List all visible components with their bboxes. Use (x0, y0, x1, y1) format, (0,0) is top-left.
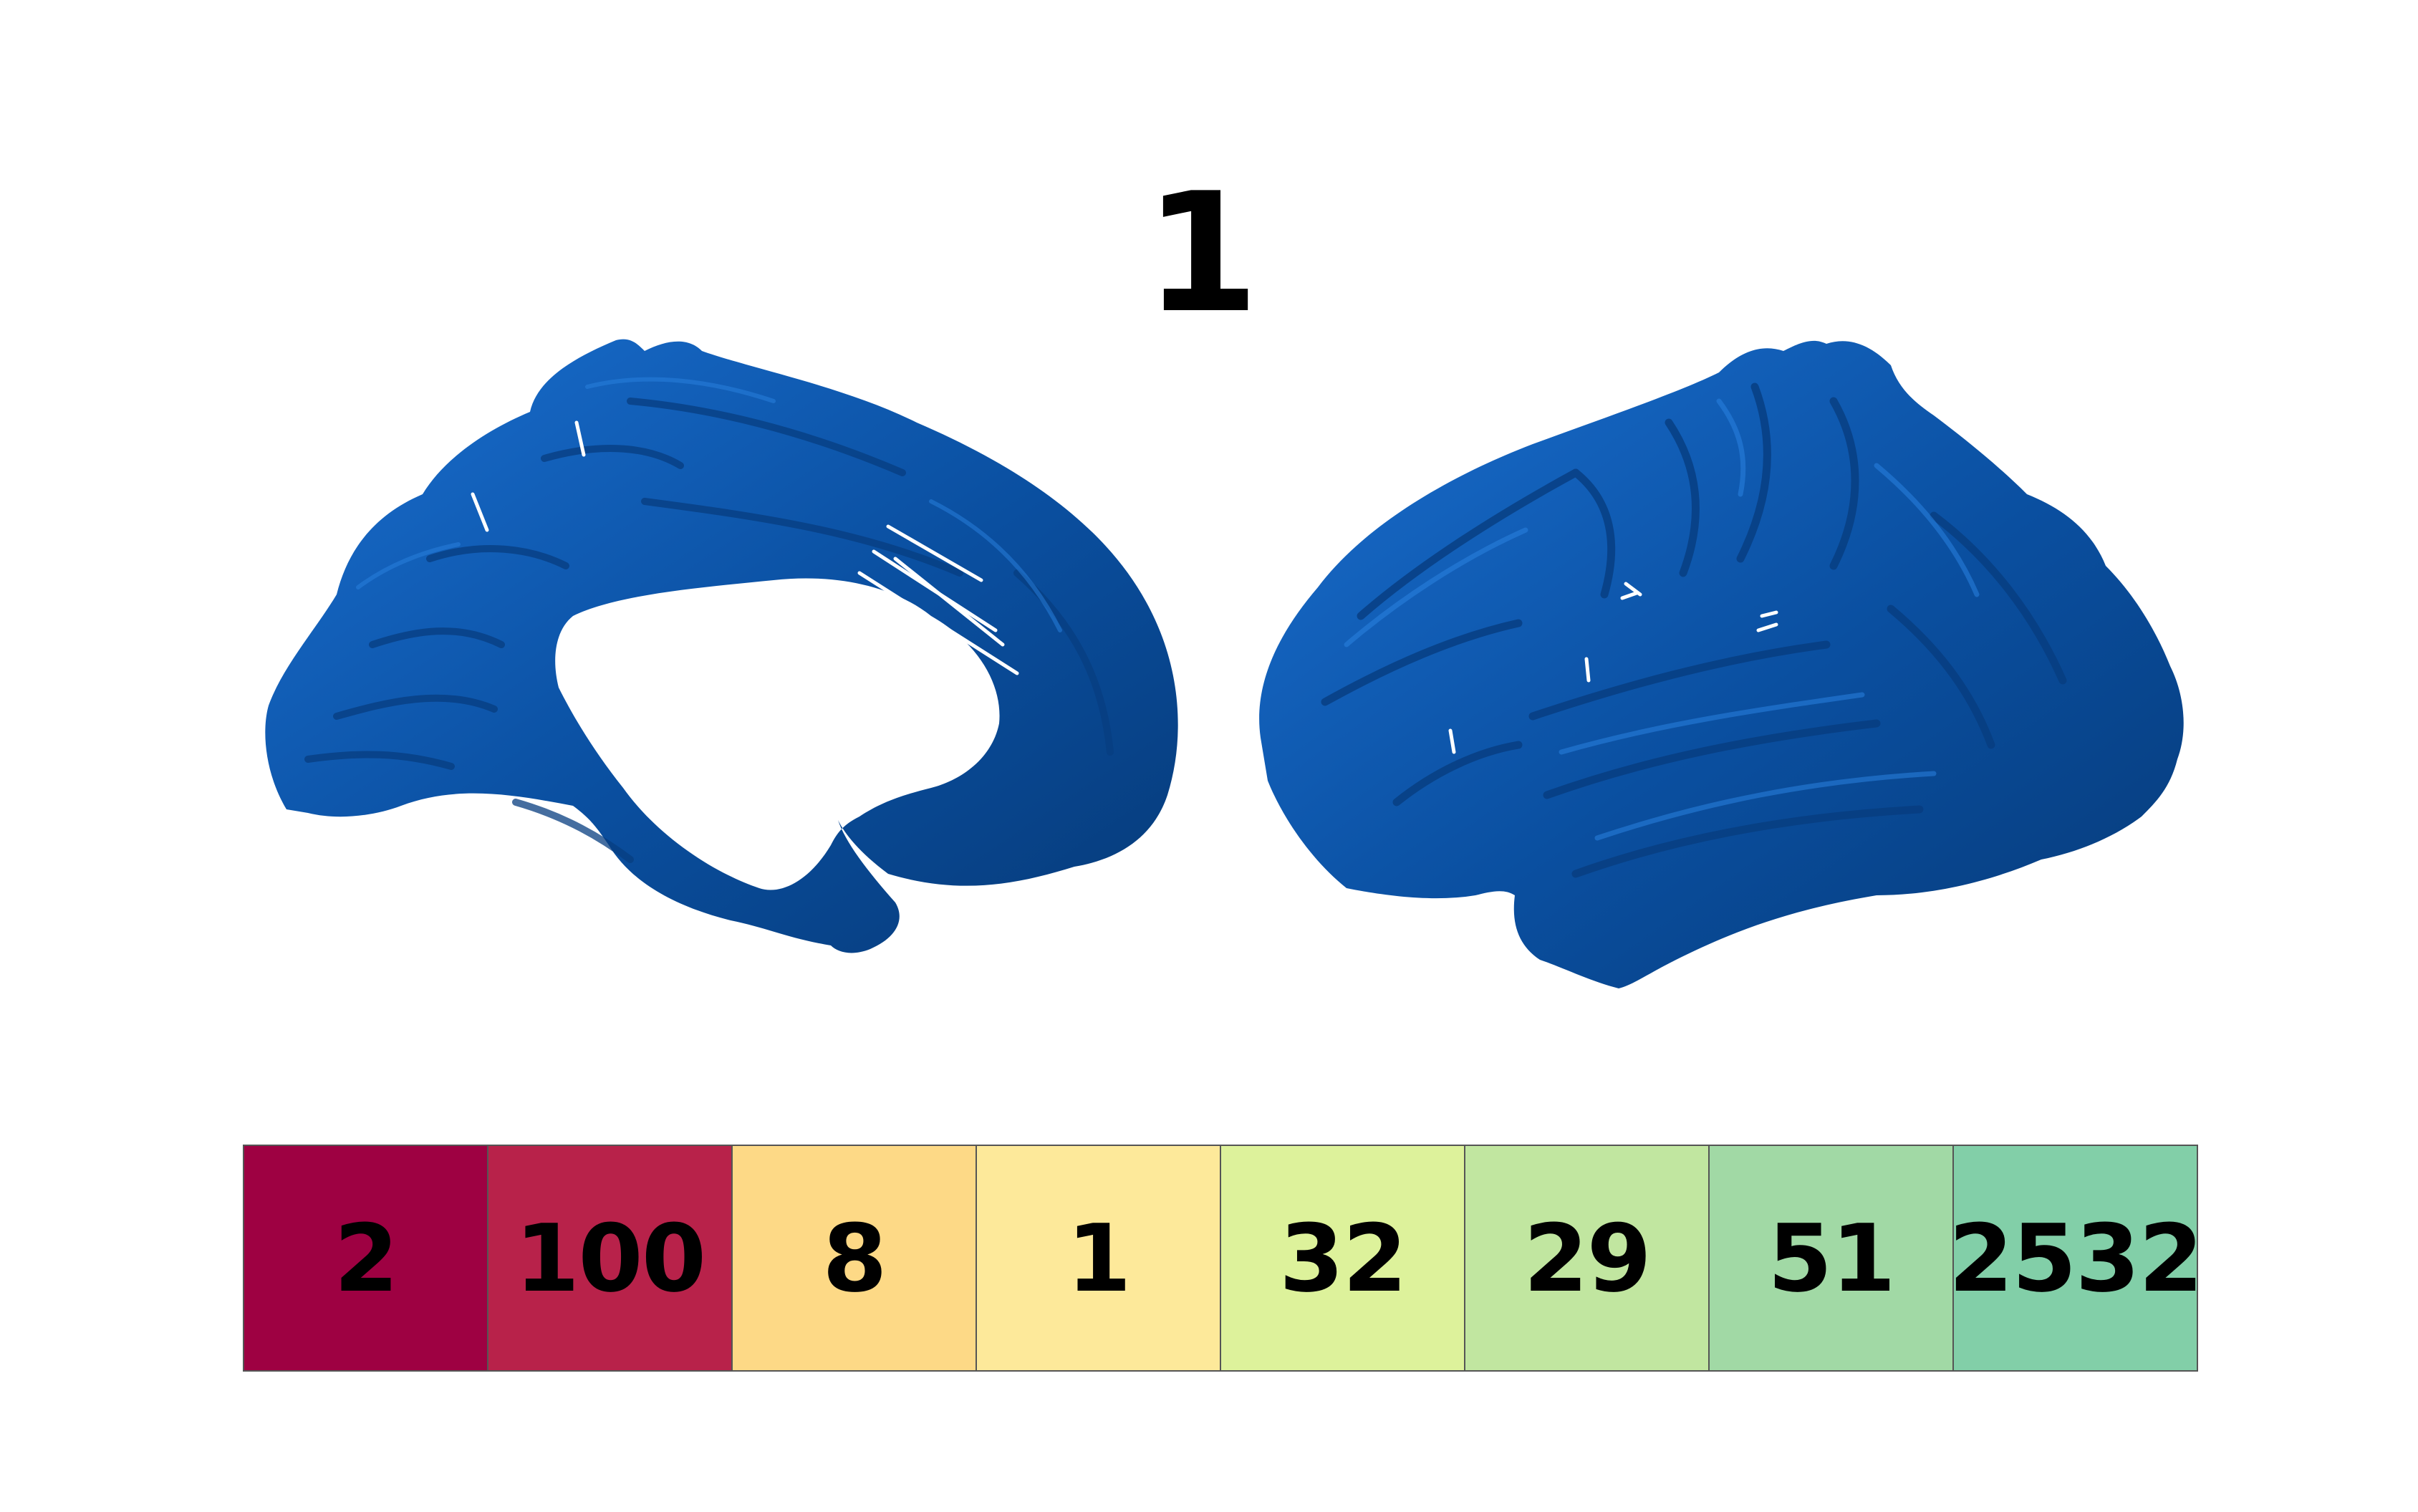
legend-cell-label: 2 (334, 1203, 398, 1313)
legend-cell-label: 8 (822, 1203, 887, 1313)
legend-cell-label: 51 (1768, 1203, 1896, 1313)
legend-cell: 2 (244, 1146, 488, 1370)
legend-cell: 32 (1221, 1146, 1465, 1370)
legend-cell: 100 (488, 1146, 733, 1370)
legend-cell: 29 (1465, 1146, 1710, 1370)
lateral-hemisphere (1259, 340, 2184, 988)
legend-cell-label: 32 (1279, 1203, 1407, 1313)
legend-cell-label: 2532 (1954, 1203, 2197, 1313)
legend-cell: 8 (733, 1146, 977, 1370)
legend-cell: 51 (1710, 1146, 1954, 1370)
legend-cell: 2532 (1954, 1146, 2197, 1370)
medial-hemisphere (265, 339, 1178, 953)
legend-cell-label: 100 (514, 1203, 706, 1313)
legend-cell-label: 29 (1523, 1203, 1652, 1313)
legend-cell: 1 (977, 1146, 1221, 1370)
color-legend: 2 100 8 1 32 29 51 2532 (243, 1145, 2198, 1372)
legend-cell-label: 1 (1066, 1203, 1131, 1313)
figure-title: 1 (1144, 158, 1260, 350)
